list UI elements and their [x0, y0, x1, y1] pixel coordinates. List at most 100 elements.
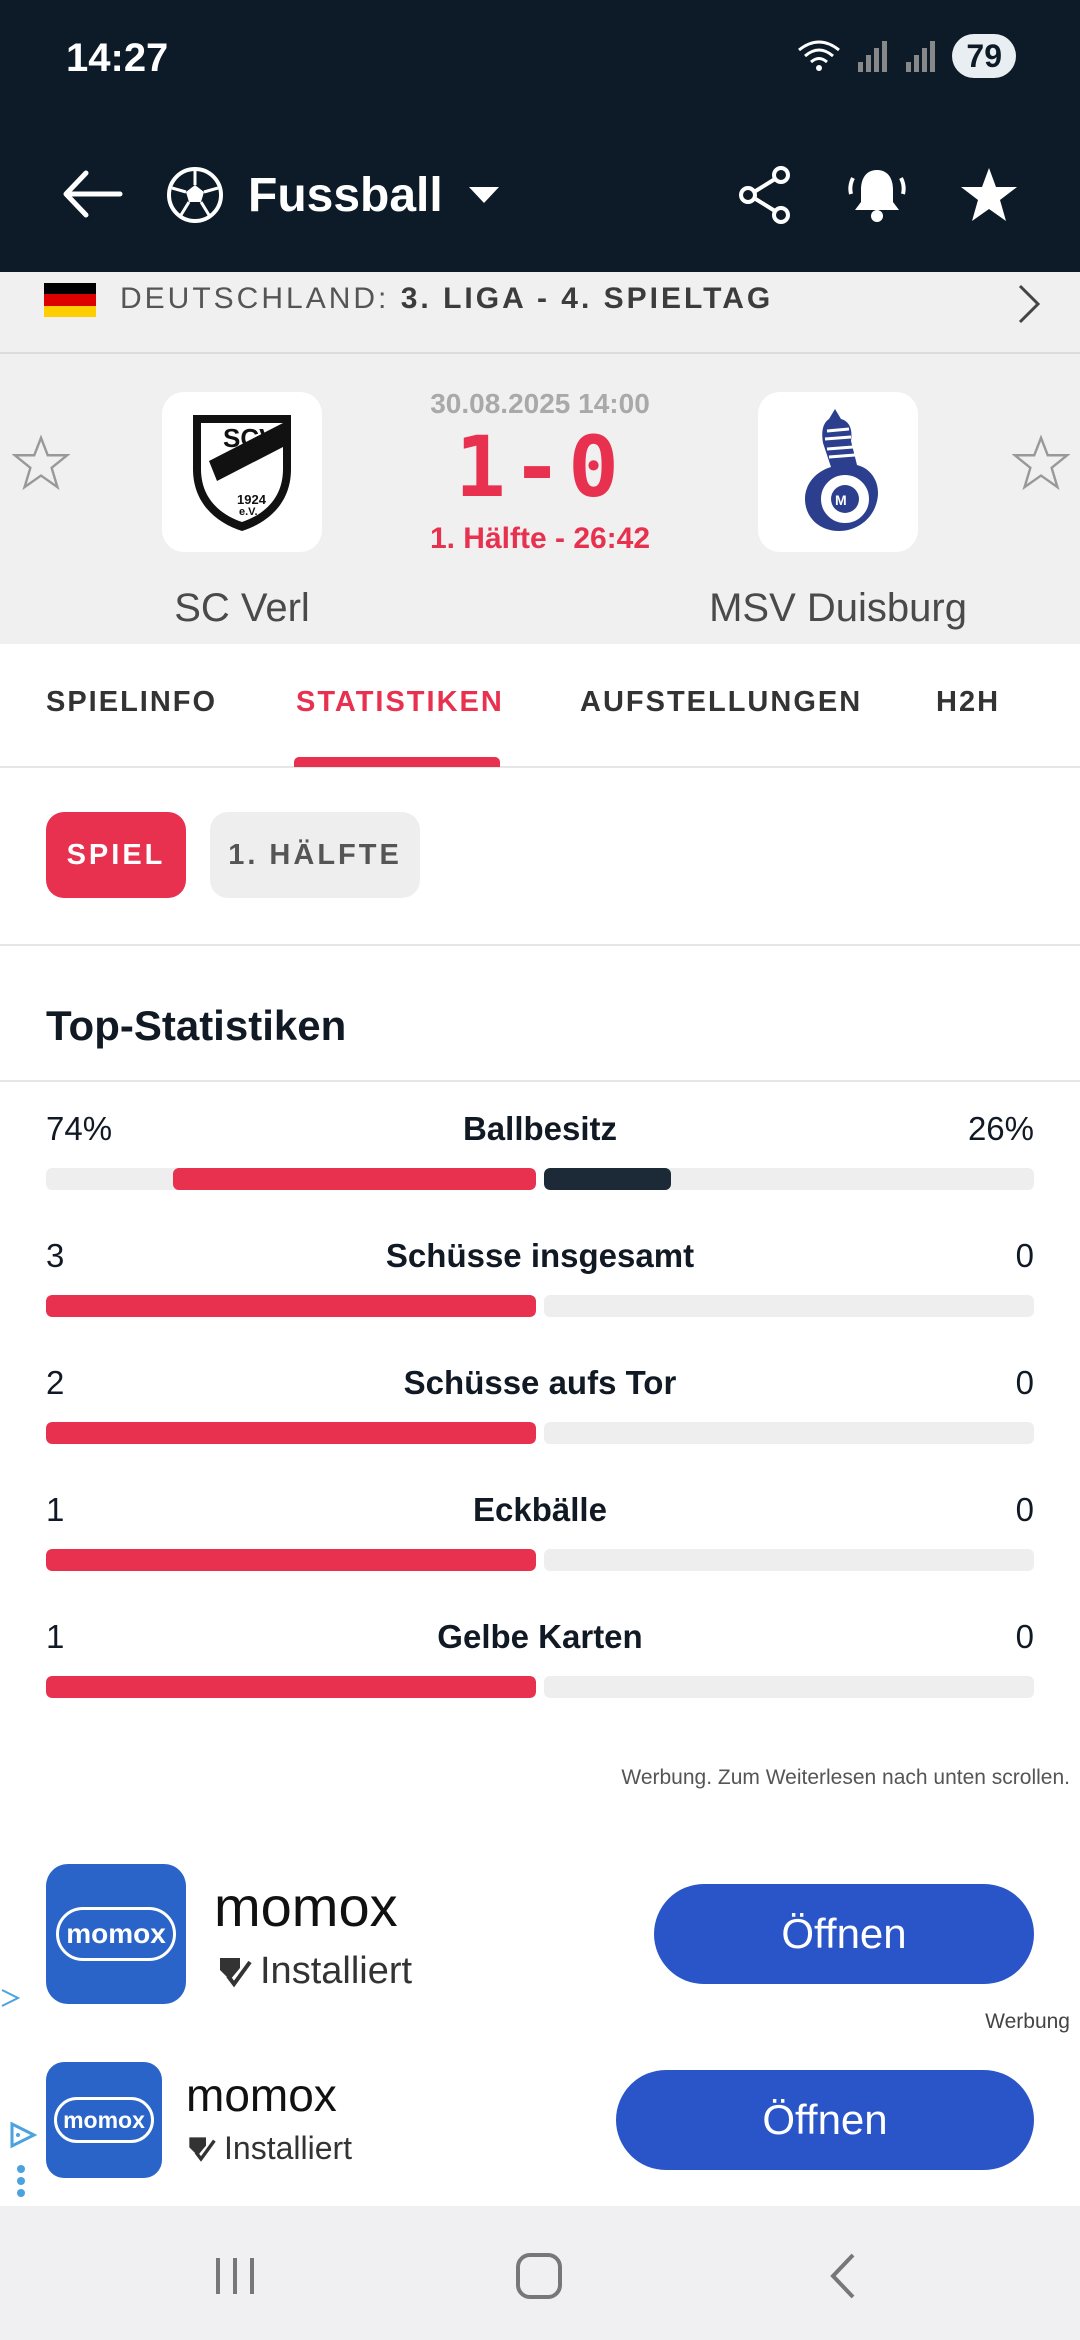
stat-label: Eckbälle	[473, 1491, 607, 1528]
home-bar-fill	[173, 1168, 536, 1190]
share-icon	[739, 166, 790, 224]
stat-row-schuesse-aufs-tor: 2 Schüsse aufs Tor 0	[46, 1364, 1034, 1484]
back-chevron-icon	[830, 2253, 855, 2299]
stat-label: Schüsse aufs Tor	[403, 1364, 677, 1401]
section-title: Top-Statistiken	[46, 1002, 347, 1049]
momox-app-icon: momox	[46, 2062, 162, 2178]
favorite-match-button[interactable]	[944, 150, 1034, 240]
home-team-logo[interactable]: SCV 1924 e.V.	[162, 392, 322, 552]
tab-h2h[interactable]: H2H	[936, 686, 1001, 718]
stat-row-schuesse-insgesamt: 3 Schüsse insgesamt 0	[46, 1237, 1034, 1357]
ad-install-label: Installiert	[224, 2130, 353, 2166]
share-button[interactable]	[720, 150, 810, 240]
wifi-icon	[798, 40, 841, 71]
home-bar-track	[46, 1549, 536, 1571]
system-back-button[interactable]	[798, 2236, 888, 2316]
signal-icon	[906, 41, 936, 72]
home-button[interactable]	[494, 2236, 584, 2316]
momox-logo-text: momox	[56, 1907, 176, 1961]
home-bar-fill	[46, 1295, 536, 1317]
installed-check-icon	[220, 1957, 252, 1987]
stat-home-value: 1	[46, 1618, 65, 1655]
msv-duisburg-zebra-icon: M	[805, 409, 879, 531]
stat-row-ballbesitz: 74% Ballbesitz 26%	[46, 1110, 1034, 1230]
filter-first-half[interactable]: 1. HÄLFTE	[210, 812, 420, 898]
stat-away-value: 0	[1015, 1364, 1034, 1401]
away-bar-track	[544, 1676, 1034, 1698]
stat-home-value: 74%	[46, 1110, 113, 1147]
recent-apps-button[interactable]	[190, 2236, 280, 2316]
more-options-icon[interactable]	[16, 2164, 26, 2198]
sport-title: Fussball	[248, 168, 443, 222]
match-datetime: 30.08.2025 14:00	[430, 388, 650, 419]
svg-text:SCV: SCV	[223, 423, 277, 453]
chevron-down-icon	[468, 187, 499, 203]
tab-spielinfo[interactable]: SPIELINFO	[46, 686, 218, 718]
competition-label: DEUTSCHLAND: 3. LIGA - 4. SPIELTAG	[120, 282, 773, 316]
home-bar-track	[46, 1295, 536, 1317]
competition-bar[interactable]: DEUTSCHLAND: 3. LIGA - 4. SPIELTAG	[0, 272, 1080, 354]
stat-away-value: 26%	[967, 1110, 1034, 1147]
ad-banner[interactable]: momox momox Installiert Öffnen	[0, 1848, 1080, 2008]
home-bar-fill	[46, 1422, 536, 1444]
competition-league: 3. LIGA - 4. SPIELTAG	[400, 282, 774, 315]
recent-apps-icon	[216, 2258, 254, 2294]
match-score: 1-0	[455, 418, 625, 516]
divider	[0, 1080, 1080, 1082]
chevron-right-icon	[1018, 284, 1041, 324]
ad-install-label: Installiert	[260, 1950, 413, 1992]
active-tab-indicator	[294, 757, 500, 767]
momox-logo-text: momox	[54, 2097, 154, 2143]
svg-text:e.V.: e.V.	[239, 506, 258, 518]
away-team-name[interactable]: MSV Duisburg	[709, 586, 967, 630]
ad-choices-icon[interactable]	[8, 2120, 38, 2150]
tab-aufstellungen[interactable]: AUFSTELLUNGEN	[580, 686, 863, 718]
home-icon	[516, 2253, 562, 2299]
star-outline-icon[interactable]	[12, 434, 70, 492]
stat-home-value: 3	[46, 1237, 65, 1274]
away-bar-fill	[544, 1168, 672, 1190]
home-bar-fill	[46, 1676, 536, 1698]
svg-text:1924: 1924	[237, 492, 267, 507]
ad-install-state: Installiert	[186, 2130, 352, 2167]
stat-home-value: 2	[46, 1364, 65, 1401]
tab-statistiken[interactable]: STATISTIKEN	[296, 686, 504, 718]
stat-label: Gelbe Karten	[437, 1618, 643, 1655]
ad-install-state: Installiert	[216, 1950, 412, 1993]
star-filled-icon	[961, 168, 1017, 221]
stat-label: Schüsse insgesamt	[385, 1237, 695, 1274]
competition-country: DEUTSCHLAND:	[120, 282, 390, 315]
back-button[interactable]	[52, 154, 132, 234]
ad-choices-icon[interactable]	[0, 1988, 20, 2008]
away-bar-track	[544, 1295, 1034, 1317]
notification-button[interactable]	[832, 150, 922, 240]
stat-home-value: 1	[46, 1491, 65, 1528]
home-team-name[interactable]: SC Verl	[174, 586, 310, 630]
sport-selector[interactable]: Fussball	[166, 152, 501, 238]
home-bar-track	[46, 1422, 536, 1444]
header: 14:27 79 Fussba	[0, 0, 1080, 272]
ad-scroll-note: Werbung. Zum Weiterlesen nach unten scro…	[621, 1766, 1070, 1789]
ad-open-button[interactable]: Öffnen	[654, 1884, 1034, 1984]
filter-spiel[interactable]: SPIEL	[46, 812, 186, 898]
ad-label: Werbung	[985, 2010, 1070, 2033]
stat-row-gelbe-karten: 1 Gelbe Karten 0	[46, 1618, 1034, 1738]
home-bar-fill	[46, 1549, 536, 1571]
star-outline-icon[interactable]	[1012, 434, 1070, 492]
soccer-ball-icon	[167, 167, 223, 223]
ad-app-name: momox	[186, 2069, 337, 2121]
home-bar-track	[46, 1676, 536, 1698]
match-header: SCV 1924 e.V. SC Verl 30.08.2025 14:00 1…	[0, 354, 1080, 644]
signal-icon	[858, 41, 888, 72]
ad-banner[interactable]: momox momox Installiert Öffnen	[0, 2046, 1080, 2206]
match-tabs: SPIELINFO STATISTIKEN AUFSTELLUNGEN H2H	[0, 644, 1080, 768]
stat-away-value: 0	[1015, 1618, 1034, 1655]
svg-text:M: M	[835, 492, 847, 508]
away-bar-track	[544, 1422, 1034, 1444]
ad-open-button[interactable]: Öffnen	[616, 2070, 1034, 2170]
away-team-logo[interactable]: M	[758, 392, 918, 552]
home-bar-track	[46, 1168, 536, 1190]
ad-app-name: momox	[214, 1875, 398, 1938]
stat-away-value: 0	[1015, 1237, 1034, 1274]
momox-app-icon: momox	[46, 1864, 186, 2004]
